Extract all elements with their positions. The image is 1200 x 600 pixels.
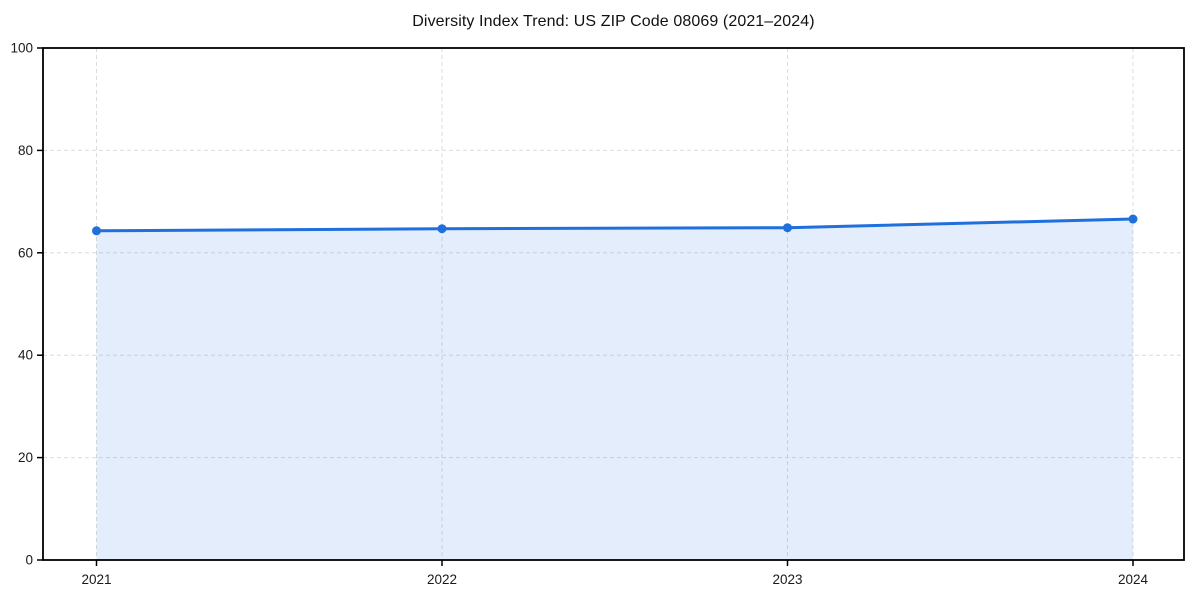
data-point-marker [437,224,447,234]
x-tick-label: 2022 [427,572,457,587]
x-tick-label: 2023 [772,572,802,587]
y-tick-label: 20 [18,450,33,465]
data-point-marker [92,226,101,236]
y-tick-label: 40 [18,348,33,363]
y-tick-label: 60 [18,245,33,260]
trend-line [95,217,1135,233]
chart-title: Diversity Index Trend: US ZIP Code 08069… [412,13,815,30]
data-point-marker [1128,214,1138,224]
y-tick-label: 100 [10,41,33,56]
y-tick-label: 0 [25,553,33,568]
x-tick-label: 2021 [81,572,111,587]
x-tick-label: 2024 [1118,572,1149,587]
y-tick-label: 80 [18,143,33,158]
plot-border [42,47,1185,561]
area-fill [96,219,1133,560]
data-point-marker [783,223,792,233]
